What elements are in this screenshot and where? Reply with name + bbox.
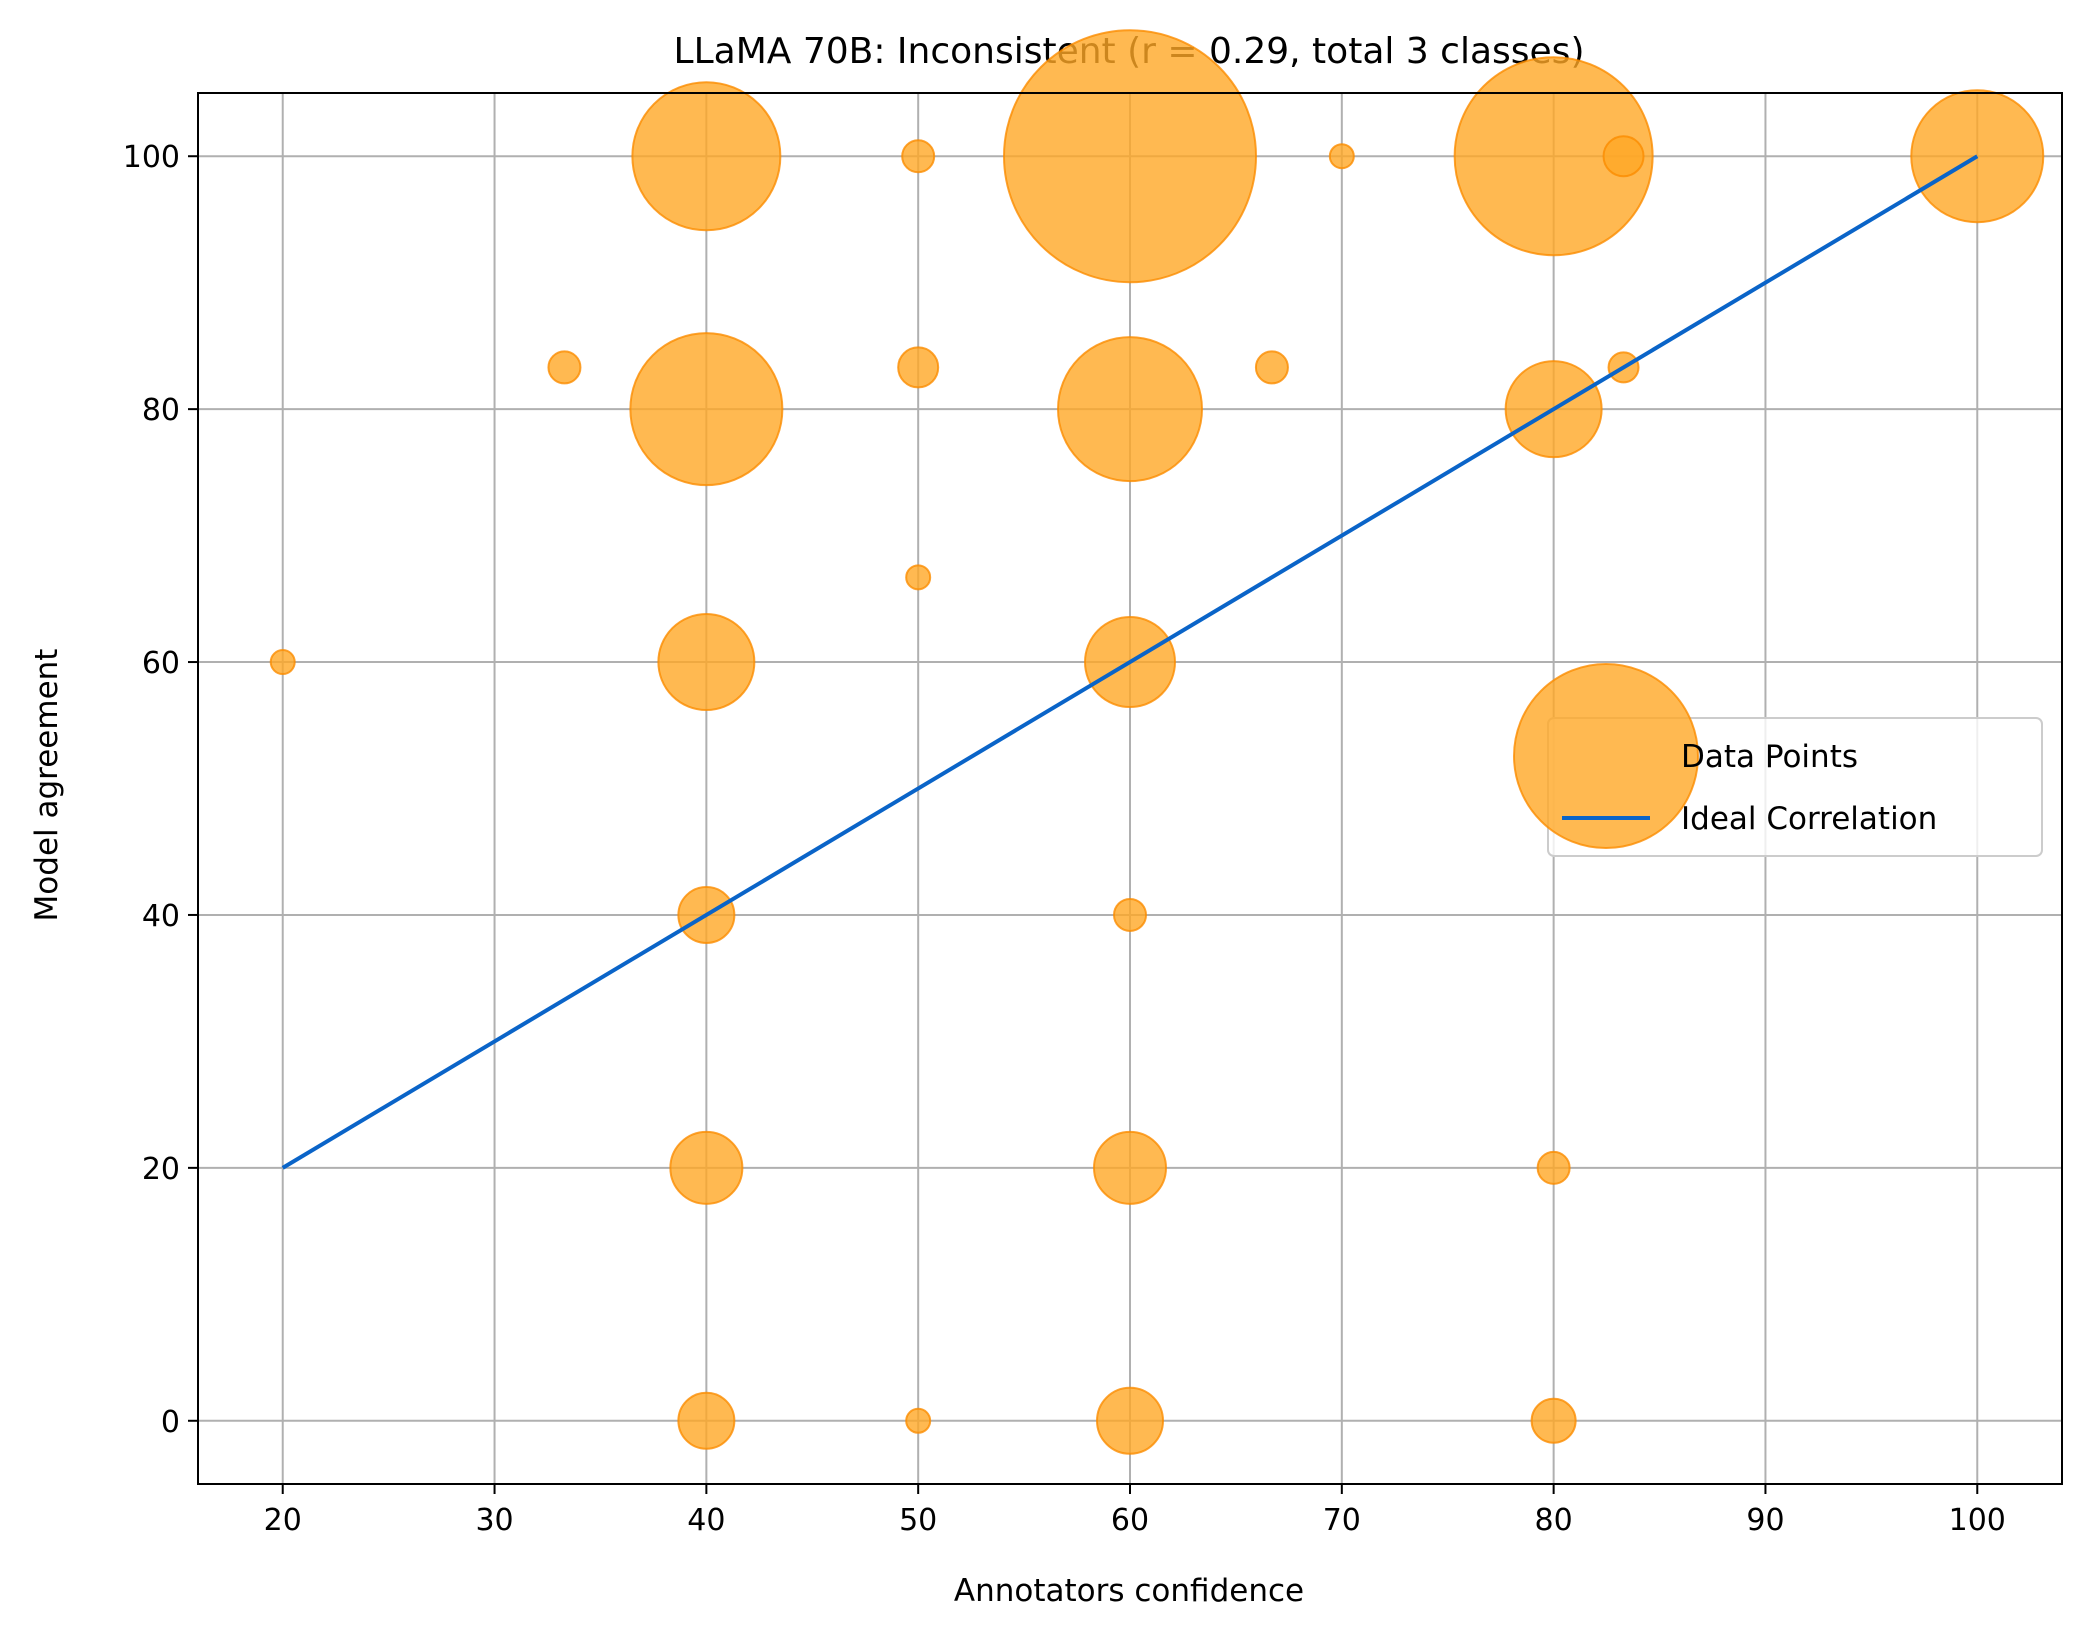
y-tick-label: 40 (142, 899, 180, 934)
x-tick-label: 60 (1111, 1503, 1149, 1538)
data-point (1453, 56, 1654, 257)
data-point (905, 564, 932, 591)
ideal-correlation-line (281, 154, 1979, 1170)
data-point (1113, 897, 1147, 932)
x-tick-label: 50 (899, 1503, 937, 1538)
y-tick-label: 0 (161, 1405, 180, 1440)
legend: Data Points Ideal Correlation (1513, 663, 2043, 857)
data-point (1096, 1386, 1164, 1455)
data-point (629, 332, 784, 487)
x-tick-label: 70 (1323, 1503, 1361, 1538)
ideal-line-layer (281, 154, 1979, 1170)
data-point (269, 649, 296, 676)
y-tick-label: 100 (123, 140, 180, 175)
legend-marker-data-points (1513, 663, 1699, 849)
x-tick-label: 30 (475, 1503, 513, 1538)
data-point (1057, 336, 1203, 483)
x-tick-label: 80 (1535, 1503, 1573, 1538)
x-tick-label: 90 (1746, 1503, 1784, 1538)
data-point (1328, 143, 1355, 170)
x-tick-label: 40 (687, 1503, 725, 1538)
data-point (677, 1391, 736, 1450)
data-point (1254, 350, 1289, 385)
data-point (669, 1130, 744, 1205)
y-axis-label: Model agreement (29, 649, 65, 922)
data-point (1093, 1130, 1167, 1205)
data-point (1003, 29, 1257, 284)
data-point (631, 81, 782, 232)
legend-label-ideal-correlation: Ideal Correlation (1681, 801, 1937, 837)
x-tick-label: 20 (264, 1503, 302, 1538)
x-axis-label: Annotators confidence (954, 1573, 1304, 1609)
x-axis-ticks: 20 30 40 50 60 70 80 90 100 (264, 1484, 2006, 1538)
y-tick-label: 60 (142, 646, 180, 681)
y-axis-ticks: 0 20 40 60 80 100 (123, 140, 198, 1440)
y-tick-label: 80 (142, 393, 180, 428)
data-point (1530, 1397, 1577, 1444)
x-tick-label: 100 (1949, 1503, 2006, 1538)
data-point (657, 613, 756, 712)
data-point (1602, 135, 1645, 178)
y-tick-label: 20 (142, 1152, 180, 1187)
data-point (905, 1407, 932, 1434)
legend-label-data-points: Data Points (1681, 739, 1858, 775)
data-point (547, 350, 582, 385)
data-point (1536, 1150, 1571, 1185)
data-point (901, 139, 936, 174)
data-point (897, 346, 940, 389)
